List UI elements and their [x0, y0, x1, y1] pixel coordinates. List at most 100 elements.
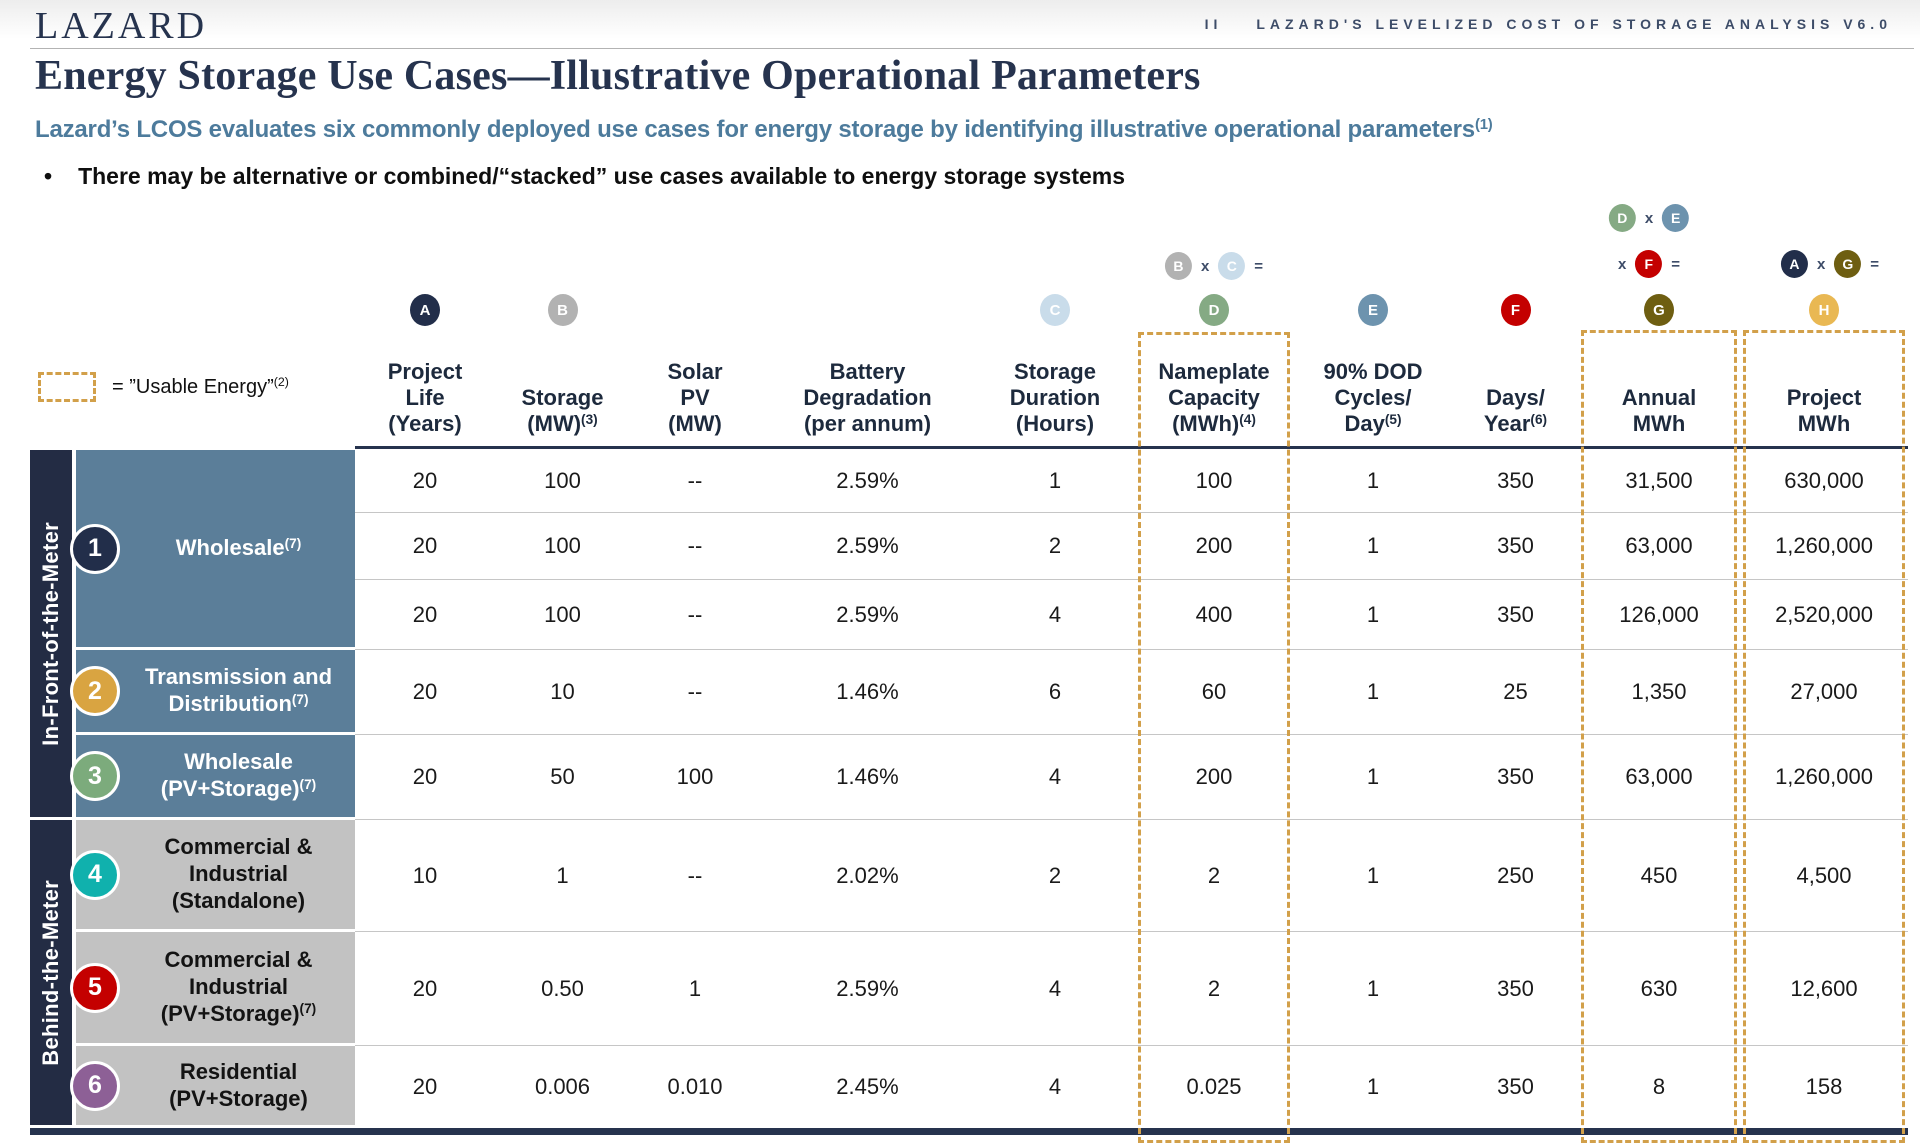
- data-cell: 2: [1207, 862, 1221, 888]
- column-header: Nameplate Capacity (MWh)(4): [1158, 359, 1270, 437]
- use-case-label: Wholesale(7): [76, 450, 355, 647]
- data-cell: 63,000: [1625, 533, 1693, 558]
- data-cell: 1,260,000: [1775, 764, 1873, 789]
- data-cell: 8: [1652, 1074, 1666, 1099]
- data-cell: 25: [1503, 679, 1528, 704]
- data-cell: 1: [1048, 468, 1062, 493]
- slide-header: II LAZARD'S LEVELIZED COST OF STORAGE AN…: [1205, 16, 1892, 32]
- data-cell: 63,000: [1625, 764, 1693, 789]
- footnote-marker: (6): [1530, 411, 1548, 427]
- column-header: Solar PV (MW): [667, 359, 723, 437]
- table-row: 20 100 -- 2.59% 2 200 1 350 63,000 1,260,000: [355, 513, 1908, 580]
- usable-energy-legend: = ”Usable Energy”(2): [38, 372, 289, 402]
- bullet-point: • There may be alternative or combined/“…: [44, 163, 1126, 189]
- data-cell: 4: [1048, 975, 1062, 1001]
- table-row: 20 0.006 0.010 2.45% 4 0.025 1 350 8 158: [355, 1046, 1908, 1128]
- data-cell: 4: [1048, 1074, 1062, 1099]
- data-cell: 350: [1497, 468, 1534, 493]
- data-cell: 630: [1640, 975, 1678, 1001]
- data-cell: 350: [1497, 764, 1534, 789]
- column-header: Battery Degradation (per annum): [803, 359, 932, 437]
- data-cell: 20: [412, 1074, 438, 1099]
- data-cell: 4,500: [1796, 862, 1852, 888]
- use-case-number: 1: [70, 523, 120, 574]
- data-cell: 2.59%: [836, 601, 899, 627]
- data-cell: 400: [1195, 601, 1233, 627]
- column-header: Project Life (Years): [387, 359, 463, 437]
- group-label-behind-the-meter: Behind-the-Meter: [30, 820, 72, 1125]
- data-cell: 27,000: [1790, 679, 1858, 704]
- table-row: 20 10 -- 1.46% 6 60 1 25 1,350 27,000: [355, 650, 1908, 735]
- data-cell: 2.59%: [836, 468, 899, 493]
- data-cell: 6: [1048, 679, 1062, 704]
- use-case-number: 2: [70, 666, 120, 716]
- badge-g: G: [1834, 250, 1862, 278]
- badge-g: G: [1644, 294, 1674, 326]
- data-cell: 1: [1366, 468, 1380, 493]
- use-case-number: 3: [70, 751, 120, 801]
- data-cell: 1: [556, 862, 569, 888]
- data-cell: 20: [412, 533, 438, 558]
- footnote-marker: (1): [1474, 116, 1493, 133]
- column-header-row: Project Life (Years) Storage (MW)(3) Solar PV(…: [355, 340, 1908, 442]
- data-cell: 50: [550, 764, 575, 789]
- badge-a: A: [410, 294, 440, 326]
- bullet-icon: •: [44, 163, 53, 189]
- data-cell: 2.02%: [836, 862, 899, 888]
- use-case-label: Transmission and Distribution(7): [76, 650, 355, 732]
- data-cell: 350: [1497, 975, 1534, 1001]
- footnote-marker: (2): [273, 374, 289, 389]
- data-cell: 200: [1195, 764, 1233, 789]
- data-cell: 1,350: [1631, 679, 1687, 704]
- data-cell: 100: [544, 533, 581, 558]
- data-cell: 1: [1366, 601, 1380, 627]
- column-header: Storage Duration (Hours): [1009, 359, 1101, 437]
- data-cell: 1: [1366, 1074, 1380, 1099]
- badge-e: E: [1662, 204, 1690, 232]
- use-case-number: 5: [70, 962, 120, 1013]
- data-cell: 4: [1048, 601, 1062, 627]
- table-top-border: [355, 446, 1908, 449]
- multiply-sign: x: [1617, 255, 1627, 273]
- header-divider: [30, 48, 1914, 49]
- data-cell: 20: [412, 764, 438, 789]
- data-cell: 100: [676, 764, 714, 789]
- data-cell: 0.50: [541, 975, 584, 1001]
- data-cell: 350: [1497, 601, 1534, 627]
- badge-d: D: [1608, 204, 1636, 232]
- column-header: 90% DOD Cycles/Day(5): [1323, 359, 1423, 437]
- badge-e: E: [1358, 294, 1388, 326]
- data-cell: 2: [1207, 975, 1221, 1001]
- use-case-label: Commercial & Industrial (PV+Storage)(7): [76, 932, 355, 1043]
- badge-b: B: [1164, 252, 1192, 280]
- top-shade: [0, 0, 1920, 46]
- table-row: 20 100 -- 2.59% 4 400 1 350 126,000 2,520,000: [355, 580, 1908, 650]
- column-header: Storage (MW)(3): [521, 385, 604, 437]
- footnote-marker: (7): [299, 1001, 317, 1017]
- data-cell: 1.46%: [836, 764, 899, 789]
- data-cell: --: [687, 601, 703, 627]
- table-row: 20 0.50 1 2.59% 4 2 1 350 630 12,600: [355, 932, 1908, 1046]
- page-number: II: [1204, 16, 1223, 32]
- badge-d: D: [1199, 294, 1229, 326]
- data-cell: 31,500: [1625, 468, 1693, 493]
- badge-f: F: [1500, 294, 1531, 326]
- data-cell: 450: [1640, 862, 1678, 888]
- equals-sign: =: [1870, 255, 1880, 273]
- equals-sign: =: [1671, 255, 1681, 273]
- data-cell: 100: [544, 601, 581, 627]
- footnote-marker: (4): [1239, 411, 1256, 427]
- data-cell: 1: [1366, 764, 1380, 789]
- multiply-sign: x: [1644, 209, 1654, 227]
- use-case-label: Commercial & Industrial (Standalone): [76, 820, 355, 929]
- footnote-marker: (7): [299, 776, 317, 792]
- data-cell: 250: [1497, 862, 1534, 888]
- use-case-label: Wholesale (PV+Storage)(7): [76, 735, 355, 817]
- data-cell: 350: [1497, 1074, 1534, 1099]
- data-cell: 2.59%: [836, 975, 899, 1001]
- data-cell: 1,260,000: [1775, 533, 1873, 558]
